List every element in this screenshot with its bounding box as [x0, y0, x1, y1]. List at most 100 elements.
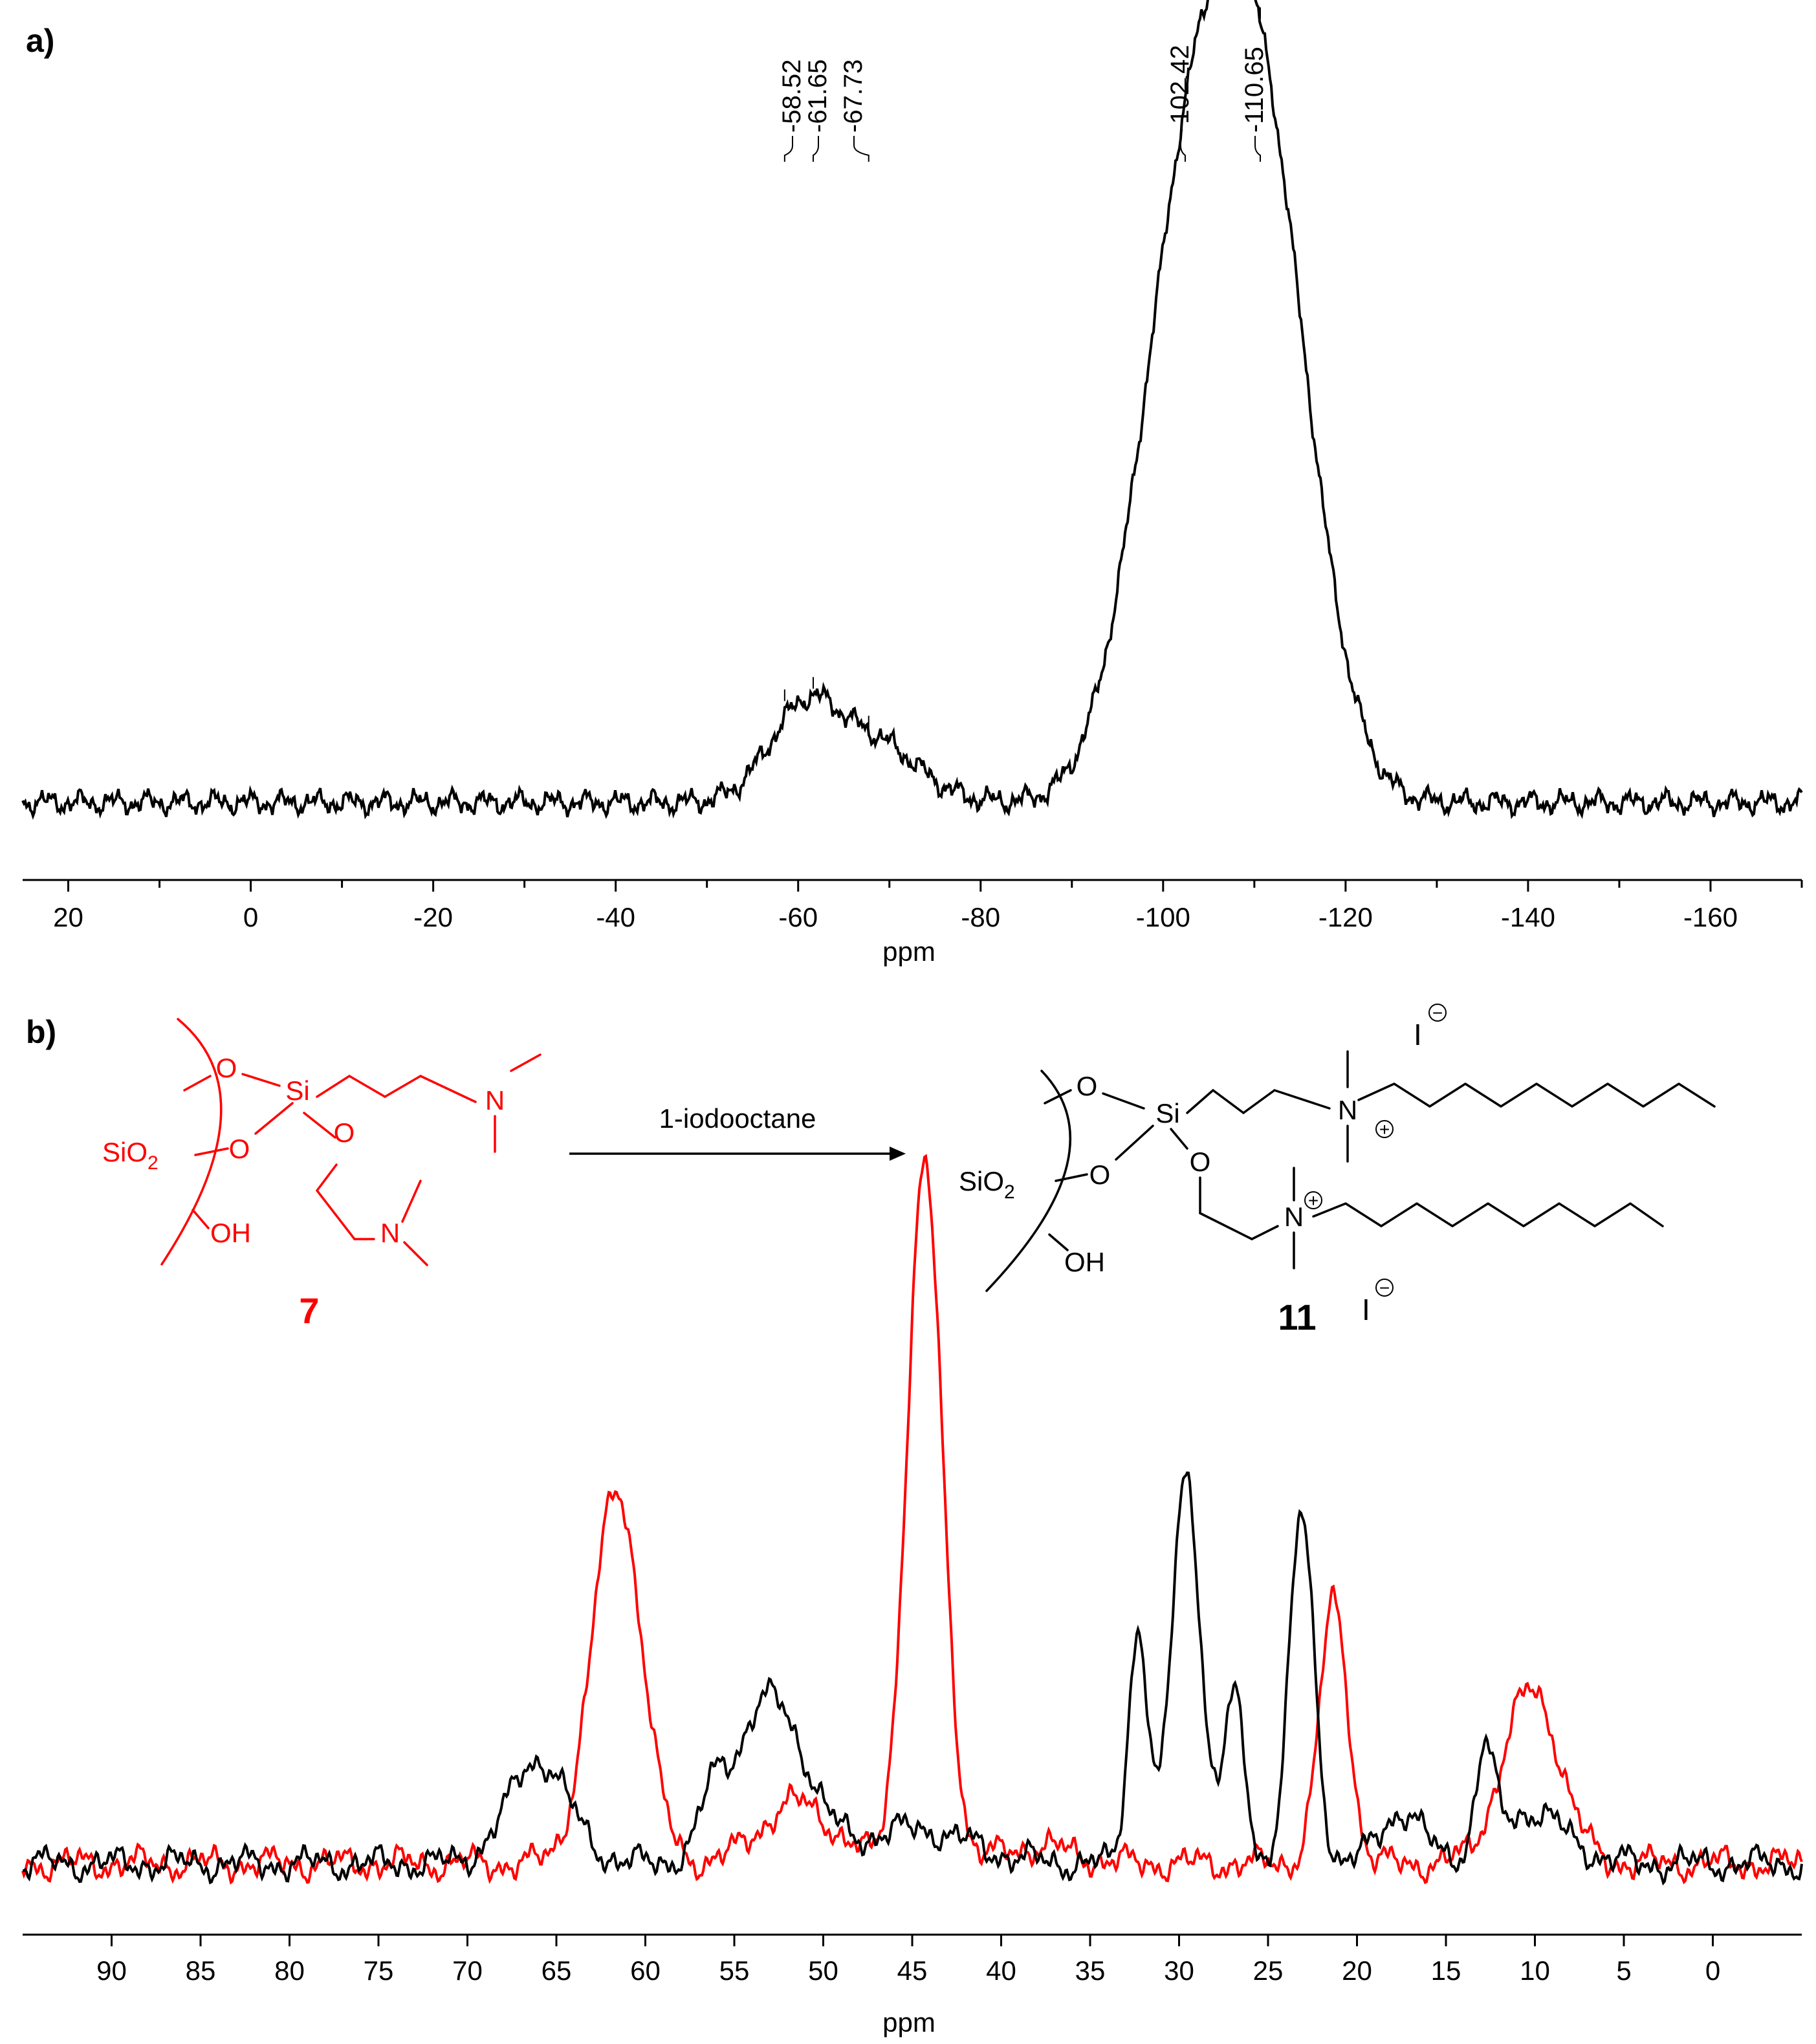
- silica-label: SiO2: [102, 1137, 159, 1174]
- plus-charge-ring: [1304, 1191, 1322, 1209]
- x-tick-label: 75: [364, 1955, 394, 1986]
- bond: [1242, 1089, 1276, 1114]
- x-tick-label: -40: [596, 902, 635, 932]
- peak-label: -102.42: [1166, 45, 1194, 133]
- x-tick-label: 90: [96, 1955, 127, 1986]
- iodide-2: I: [1362, 1293, 1370, 1326]
- x-tick-label: 25: [1253, 1955, 1284, 1986]
- plus-charge-ring: [1375, 1120, 1394, 1138]
- panel-b-x-ticks: 90 85 80 75 70 65 60 55 50 45 40 35 30 25 20 15 10 5 0: [96, 1935, 1720, 1986]
- peak-connector: [1254, 136, 1262, 162]
- plus-charge-sign: +: [1379, 1119, 1390, 1139]
- minus-charge-sign: −: [1432, 1003, 1443, 1023]
- bond: [1170, 1128, 1188, 1150]
- x-tick-label: 45: [897, 1955, 928, 1986]
- peak-connector: [812, 136, 819, 162]
- bond: [510, 1053, 542, 1072]
- x-tick-label: -140: [1501, 902, 1555, 932]
- compound-7-atoms: O Si O SiO2 OH N O N 7: [102, 1053, 505, 1331]
- bond: [1102, 1092, 1145, 1110]
- atom-O: O: [229, 1134, 250, 1164]
- x-tick-label: 20: [53, 902, 83, 932]
- x-tick-label: 0: [243, 902, 258, 932]
- bond: [403, 1241, 428, 1266]
- bond: [316, 1075, 351, 1098]
- peak-label: -61.65: [804, 60, 832, 133]
- x-tick-label: 5: [1616, 1955, 1631, 1986]
- x-tick-label: 50: [808, 1955, 838, 1986]
- compound-7-number: 7: [299, 1290, 319, 1331]
- atom-N: N: [380, 1218, 400, 1248]
- bond: [401, 1180, 422, 1223]
- bond: [1273, 1089, 1331, 1110]
- minus-charge-ring: [1375, 1279, 1394, 1297]
- atom-N: N: [1284, 1202, 1304, 1232]
- bond: [348, 1075, 386, 1098]
- atom-O: O: [1077, 1071, 1098, 1101]
- bond: [1251, 1225, 1279, 1240]
- compound-11-atoms: O Si O SiO2 OH O N + N + I − I: [959, 1003, 1447, 1337]
- x-tick-label: 15: [1431, 1955, 1461, 1986]
- x-tick-label: 40: [986, 1955, 1016, 1986]
- x-tick-label: 70: [452, 1955, 483, 1986]
- x-tick-label: 55: [719, 1955, 750, 1986]
- atom-OH: OH: [1064, 1247, 1105, 1277]
- x-tick-label: 30: [1164, 1955, 1194, 1986]
- panel-b: b) O Si O SiO2 OH: [21, 1003, 1803, 2038]
- octyl-chain-1: [1357, 1082, 1716, 1108]
- atom-OH: OH: [210, 1218, 251, 1248]
- bond: [241, 1073, 281, 1087]
- silica-subscript: 2: [1004, 1181, 1015, 1203]
- panel-b-x-label: ppm: [882, 2007, 935, 2038]
- panel-b-spectrum-black: [22, 1471, 1803, 1886]
- peak-connector: [783, 136, 793, 162]
- bond: [1055, 1173, 1088, 1182]
- bond: [1199, 1212, 1253, 1240]
- bond: [1048, 1233, 1069, 1251]
- compound-11-structure: [985, 1050, 1716, 1292]
- minus-charge-sign: −: [1379, 1278, 1390, 1298]
- plus-charge-sign: +: [1308, 1191, 1318, 1211]
- x-tick-label: 35: [1075, 1955, 1106, 1986]
- atom-O: O: [1089, 1159, 1111, 1190]
- silica-text: SiO: [959, 1166, 1004, 1196]
- x-tick-label: -60: [778, 902, 818, 932]
- x-tick-label: -20: [413, 902, 453, 932]
- atom-N: N: [485, 1085, 505, 1115]
- atom-Si: Si: [1155, 1098, 1179, 1128]
- minus-charge-ring: [1428, 1004, 1447, 1022]
- atom-O: O: [216, 1053, 237, 1083]
- arrow-head: [890, 1147, 906, 1161]
- bond: [194, 1147, 229, 1156]
- iodide-1: I: [1414, 1018, 1422, 1051]
- bond: [1212, 1089, 1245, 1114]
- x-tick-label: 0: [1705, 1955, 1720, 1986]
- silica-text: SiO: [102, 1137, 148, 1167]
- bond: [303, 1112, 336, 1139]
- bond: [1115, 1125, 1154, 1161]
- bond: [316, 1189, 356, 1240]
- plus-charge: +: [1304, 1191, 1322, 1211]
- peak-label: -67.73: [839, 60, 868, 133]
- panel-a-label: a): [26, 23, 54, 59]
- reagent-label: 1-iodooctane: [659, 1103, 816, 1134]
- octyl-chain-2: [1312, 1202, 1664, 1227]
- peak-connector: [853, 136, 870, 162]
- peak-label: -110.65: [1240, 47, 1269, 133]
- bond: [419, 1075, 477, 1103]
- atom-Si: Si: [285, 1075, 309, 1106]
- minus-charge: −: [1428, 1003, 1447, 1023]
- x-tick-label: 20: [1342, 1955, 1372, 1986]
- bond: [191, 1209, 210, 1229]
- compound-7-structure: [160, 1018, 542, 1266]
- x-tick-label: 65: [542, 1955, 572, 1986]
- bond: [183, 1075, 212, 1092]
- panel-a-x-label: ppm: [882, 936, 935, 967]
- silica-subscript: 2: [148, 1152, 159, 1174]
- atom-N: N: [1338, 1095, 1357, 1125]
- x-tick-label: -160: [1683, 902, 1738, 932]
- compound-11-number: 11: [1278, 1297, 1316, 1337]
- silica-surface-arc-11: [985, 1070, 1072, 1292]
- x-tick-label: 85: [186, 1955, 216, 1986]
